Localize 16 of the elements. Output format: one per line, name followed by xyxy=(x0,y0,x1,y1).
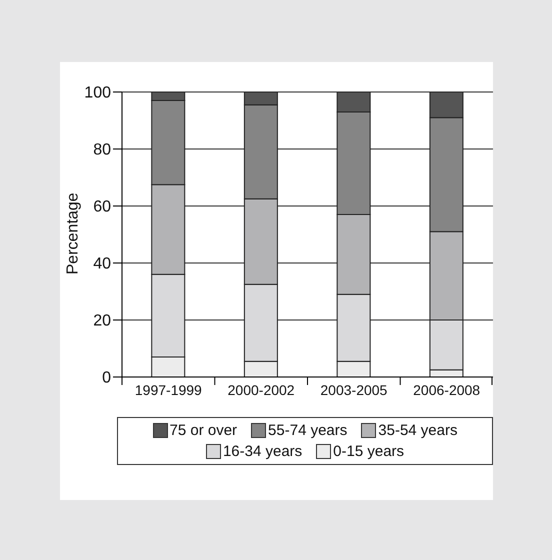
y-tick-label: 40 xyxy=(93,256,112,273)
legend-label: 75 or over xyxy=(168,422,238,439)
legend-label: 0-15 years xyxy=(332,443,404,460)
y-tick-label: 100 xyxy=(84,84,112,102)
x-tick-label: 2006-2008 xyxy=(413,382,480,398)
legend-label: 55-74 years xyxy=(267,422,348,439)
x-tick-label: 2003-2005 xyxy=(320,382,388,398)
legend-label: 35-54 years xyxy=(377,422,458,439)
x-tick-label: 1997-1999 xyxy=(134,382,202,398)
legend-label: 16-34 years xyxy=(222,443,302,460)
y-tick-label: 80 xyxy=(93,142,112,159)
y-tick-label: 60 xyxy=(93,198,112,216)
y-tick-label: 20 xyxy=(93,312,112,330)
y-tick-label: 0 xyxy=(102,370,112,387)
x-tick-label: 2000-2002 xyxy=(228,382,295,398)
y-axis-title: Percentage xyxy=(64,192,82,274)
